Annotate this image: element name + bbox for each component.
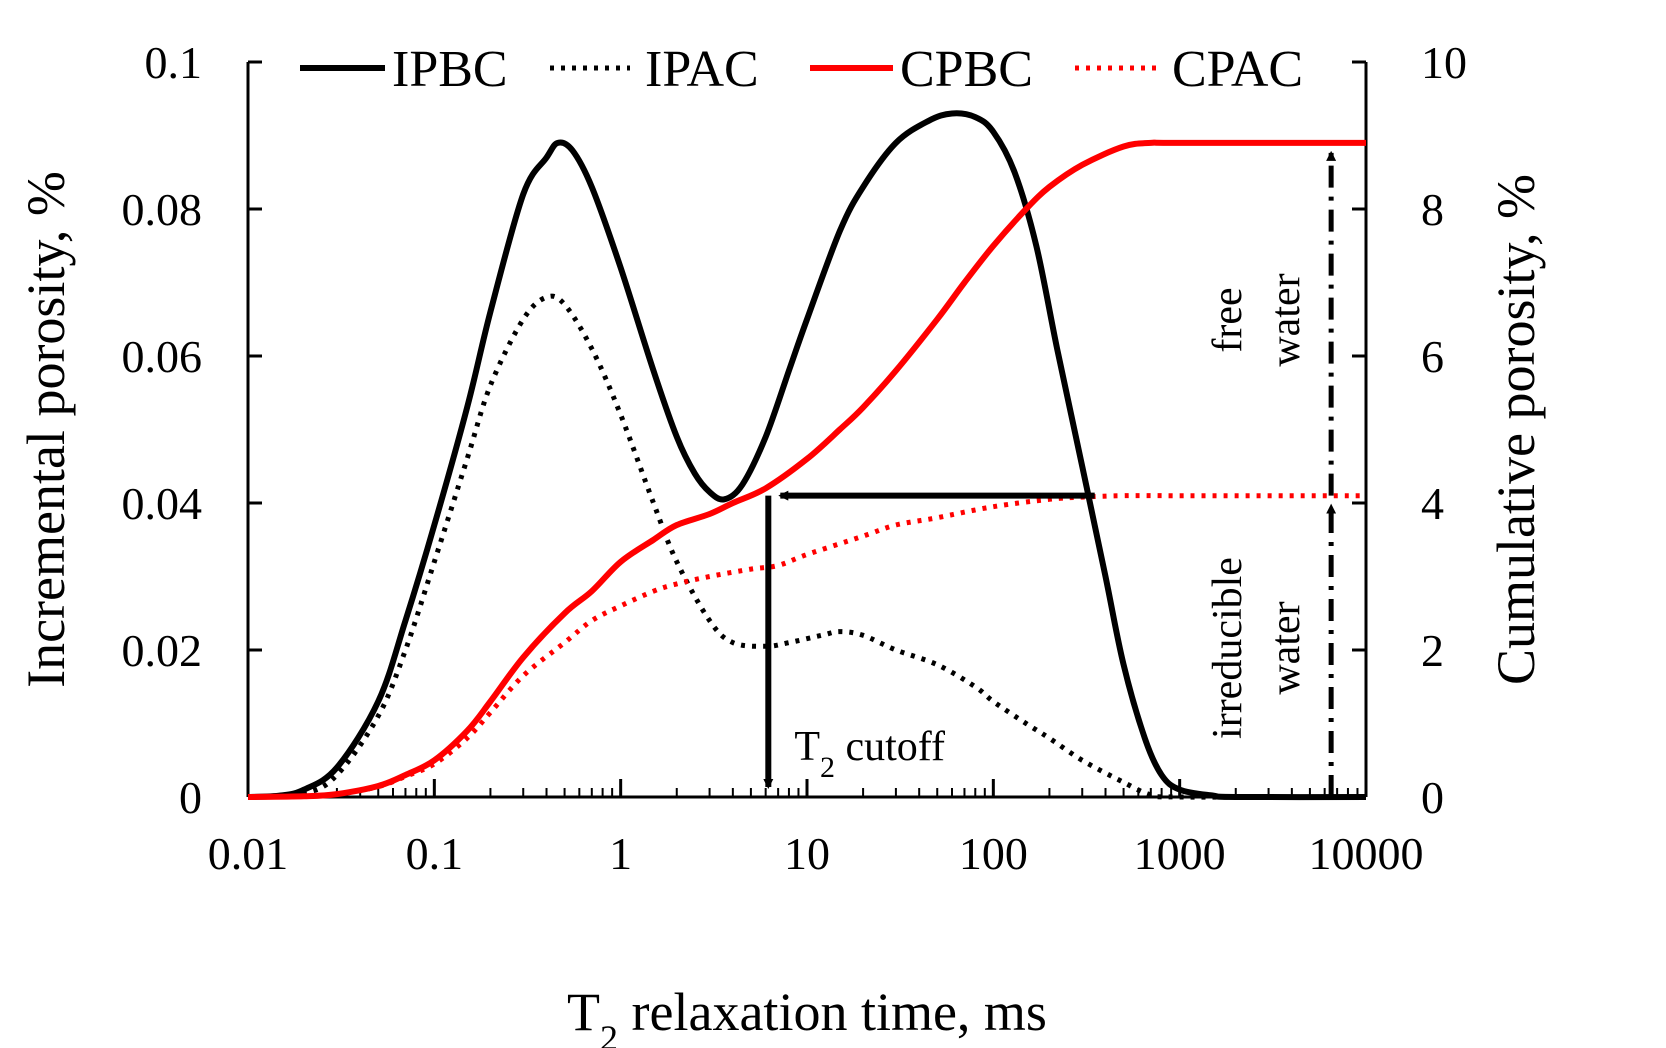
t2-cutoff-label-rest: cutoff [835,724,945,770]
y-left-tick-label: 0.02 [122,625,203,676]
x-axis-title-main: T [567,982,600,1042]
x-tick-label: 1000 [1134,828,1226,879]
irreducible-water-label-line1: irreducible [1205,557,1251,739]
x-tick-label: 10 [784,828,830,879]
y-left-tick-label: 0.04 [122,478,203,529]
x-tick-label: 100 [959,828,1028,879]
free-water-label-line2: water [1263,273,1309,366]
legend-label-ipbc: IPBC [392,41,508,98]
y-left-tick-label: 0.1 [145,37,203,88]
x-tick-label: 1 [609,828,632,879]
t2-cutoff-label-main: T [794,724,820,770]
y-left-tick-label: 0.08 [122,184,203,235]
y-right-tick-label: 0 [1421,772,1444,823]
x-axis-title: T2 relaxation time, ms [567,982,1047,1048]
legend-label-cpac: CPAC [1172,41,1303,98]
y-left-tick-label: 0 [179,772,202,823]
y-right-tick-label: 10 [1421,37,1467,88]
series-line-cpbc [247,139,1366,800]
series-line-ipbc [247,110,1367,801]
plot-area [246,60,1368,799]
x-tick-label: 0.1 [406,828,464,879]
y-right-axis-title: Cumulative porosity, % [1486,174,1546,685]
x-tick-label: 0.01 [208,828,289,879]
x-axis-title-rest: relaxation time, ms [618,982,1047,1042]
x-tick-label: 10000 [1309,828,1424,879]
tick-labels: 0.01 0.1 1 10 100 1000 1000000.020.040.060.080… [122,37,1468,879]
y-right-tick-label: 4 [1421,478,1444,529]
irreducible-water-label-line2: water [1263,601,1309,694]
series-line-ipac [247,293,1367,800]
y-left-axis-title: Incremental porosity, % [16,171,76,688]
y-right-tick-label: 2 [1421,625,1444,676]
x-axis-title-sub: 2 [600,1018,618,1048]
series-line-cpac [247,493,1366,800]
t2-cutoff-label: T2 cutoff [794,724,945,784]
y-right-tick-label: 8 [1421,184,1444,235]
series-layer [247,110,1367,801]
free-water-label-line1: free [1205,287,1251,352]
legend: IPBC IPAC CPBC CPAC [300,41,1303,98]
y-right-tick-label: 6 [1421,331,1444,382]
legend-label-cpbc: CPBC [900,41,1033,98]
t2-cutoff-label-sub: 2 [820,751,835,784]
y-left-tick-label: 0.06 [122,331,203,382]
legend-label-ipac: IPAC [645,41,759,98]
annotation-layer [763,150,1337,797]
